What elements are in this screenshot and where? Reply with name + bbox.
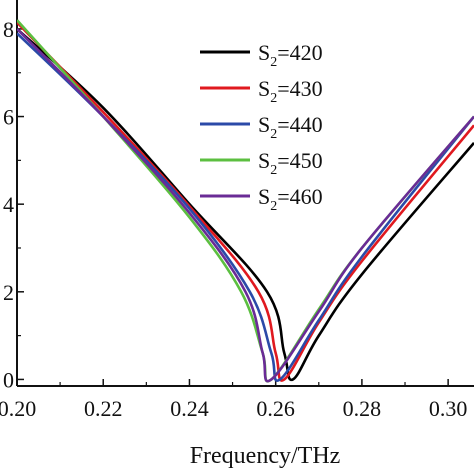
y-tick-label: 8 [3,17,14,42]
legend-label-3: S2=440 [258,112,323,142]
series-line-5 [17,28,474,383]
x-tick-label: 0.20 [0,396,36,421]
x-tick-label: 0.30 [429,396,468,421]
y-tick-label: 2 [3,280,14,305]
legend-label-4: S2=450 [258,148,323,178]
y-tick-label: 0 [3,367,14,392]
y-tick-label: 6 [3,105,14,130]
y-tick-label: 4 [3,192,14,217]
x-tick-label: 0.26 [256,396,295,421]
x-tick-label: 0.28 [343,396,382,421]
x-axis-title: Frequency/THz [190,443,341,469]
legend-label-5: S2=460 [258,184,323,214]
legend-label-2: S2=430 [258,76,323,106]
x-tick-label: 0.22 [84,396,123,421]
series-line-2 [17,21,474,382]
x-tick-label: 0.24 [170,396,209,421]
series-line-1 [17,27,474,382]
legend-label-1: S2=420 [258,40,323,70]
